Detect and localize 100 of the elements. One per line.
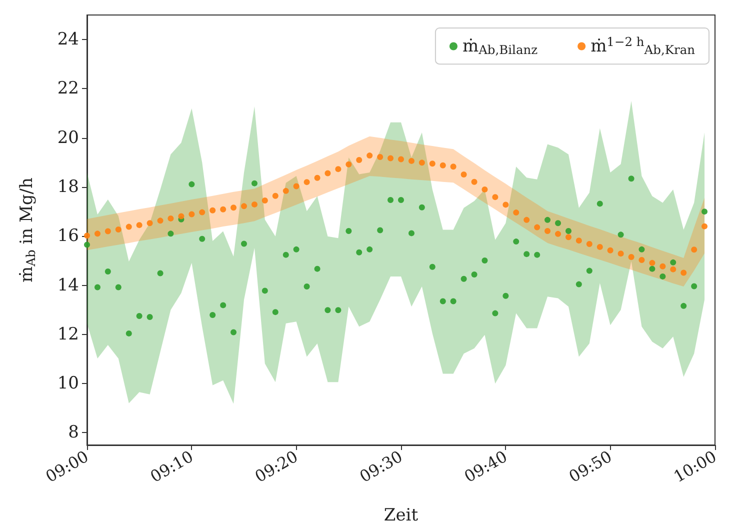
point [691,246,698,253]
point [146,314,153,320]
point [660,273,666,280]
point [94,230,100,237]
point [418,160,425,166]
point [314,266,320,272]
point [220,206,226,212]
point [210,207,216,214]
point [168,230,174,237]
point [670,266,676,272]
y-tick-label: 22 [57,78,79,99]
y-tick-label: 14 [57,275,79,296]
point [335,166,342,172]
y-tick-label: 16 [57,226,79,246]
point [471,178,478,185]
point [450,164,456,170]
point [555,220,561,226]
point [586,268,592,274]
point [366,152,373,159]
point [104,228,111,234]
point [115,284,122,290]
point [660,263,666,270]
point [366,246,373,252]
point [576,281,582,288]
point [638,246,645,252]
point [565,234,572,240]
point [377,227,384,234]
point [534,224,540,230]
point [450,298,456,304]
point [377,154,384,160]
point [282,252,289,258]
point [199,209,206,216]
point [346,161,352,168]
point [188,181,195,188]
point [502,202,509,208]
y-tick-label: 8 [68,422,79,443]
point [502,292,509,299]
point [178,213,184,220]
point [408,230,414,236]
point [460,276,467,282]
point [482,186,488,192]
point [388,197,394,204]
point [691,283,698,290]
y-tick-label: 18 [57,177,79,197]
y-axis-title: ṁAb in Mg/h [17,177,38,282]
point [157,218,164,224]
point [680,270,687,276]
y-tick-label: 10 [57,374,79,394]
point [418,204,425,210]
point [324,170,331,176]
point [702,208,708,215]
point [84,242,90,248]
point [356,156,362,163]
point [429,160,436,167]
point [618,232,624,238]
point [388,155,394,162]
point [241,240,247,247]
point [230,204,237,211]
point [460,171,467,178]
point [188,211,195,218]
point [513,210,520,216]
point [293,183,300,190]
point [618,250,624,257]
point [104,268,111,275]
point [555,230,561,237]
point [596,244,603,250]
point [168,215,174,222]
point [565,228,572,234]
y-tick-label: 12 [57,324,79,344]
point [356,249,362,256]
point [126,330,132,336]
point [440,298,446,304]
point [513,238,520,245]
point [670,259,676,266]
point [524,251,530,258]
point [282,188,289,194]
point [314,174,320,181]
point [544,228,551,234]
point [262,288,268,294]
point [199,236,206,242]
point [220,302,226,308]
point [94,284,100,290]
point [126,224,132,230]
point [272,309,278,316]
point [251,201,258,208]
point [146,220,153,226]
point [534,252,540,258]
point [649,260,656,266]
point [429,264,436,270]
point [272,192,278,199]
point [471,271,478,278]
point [607,247,614,254]
point [304,179,310,186]
point [346,228,352,234]
point [398,197,404,204]
point [304,284,310,290]
point [335,307,342,314]
point [628,254,634,260]
point [702,223,708,230]
point [241,203,247,210]
